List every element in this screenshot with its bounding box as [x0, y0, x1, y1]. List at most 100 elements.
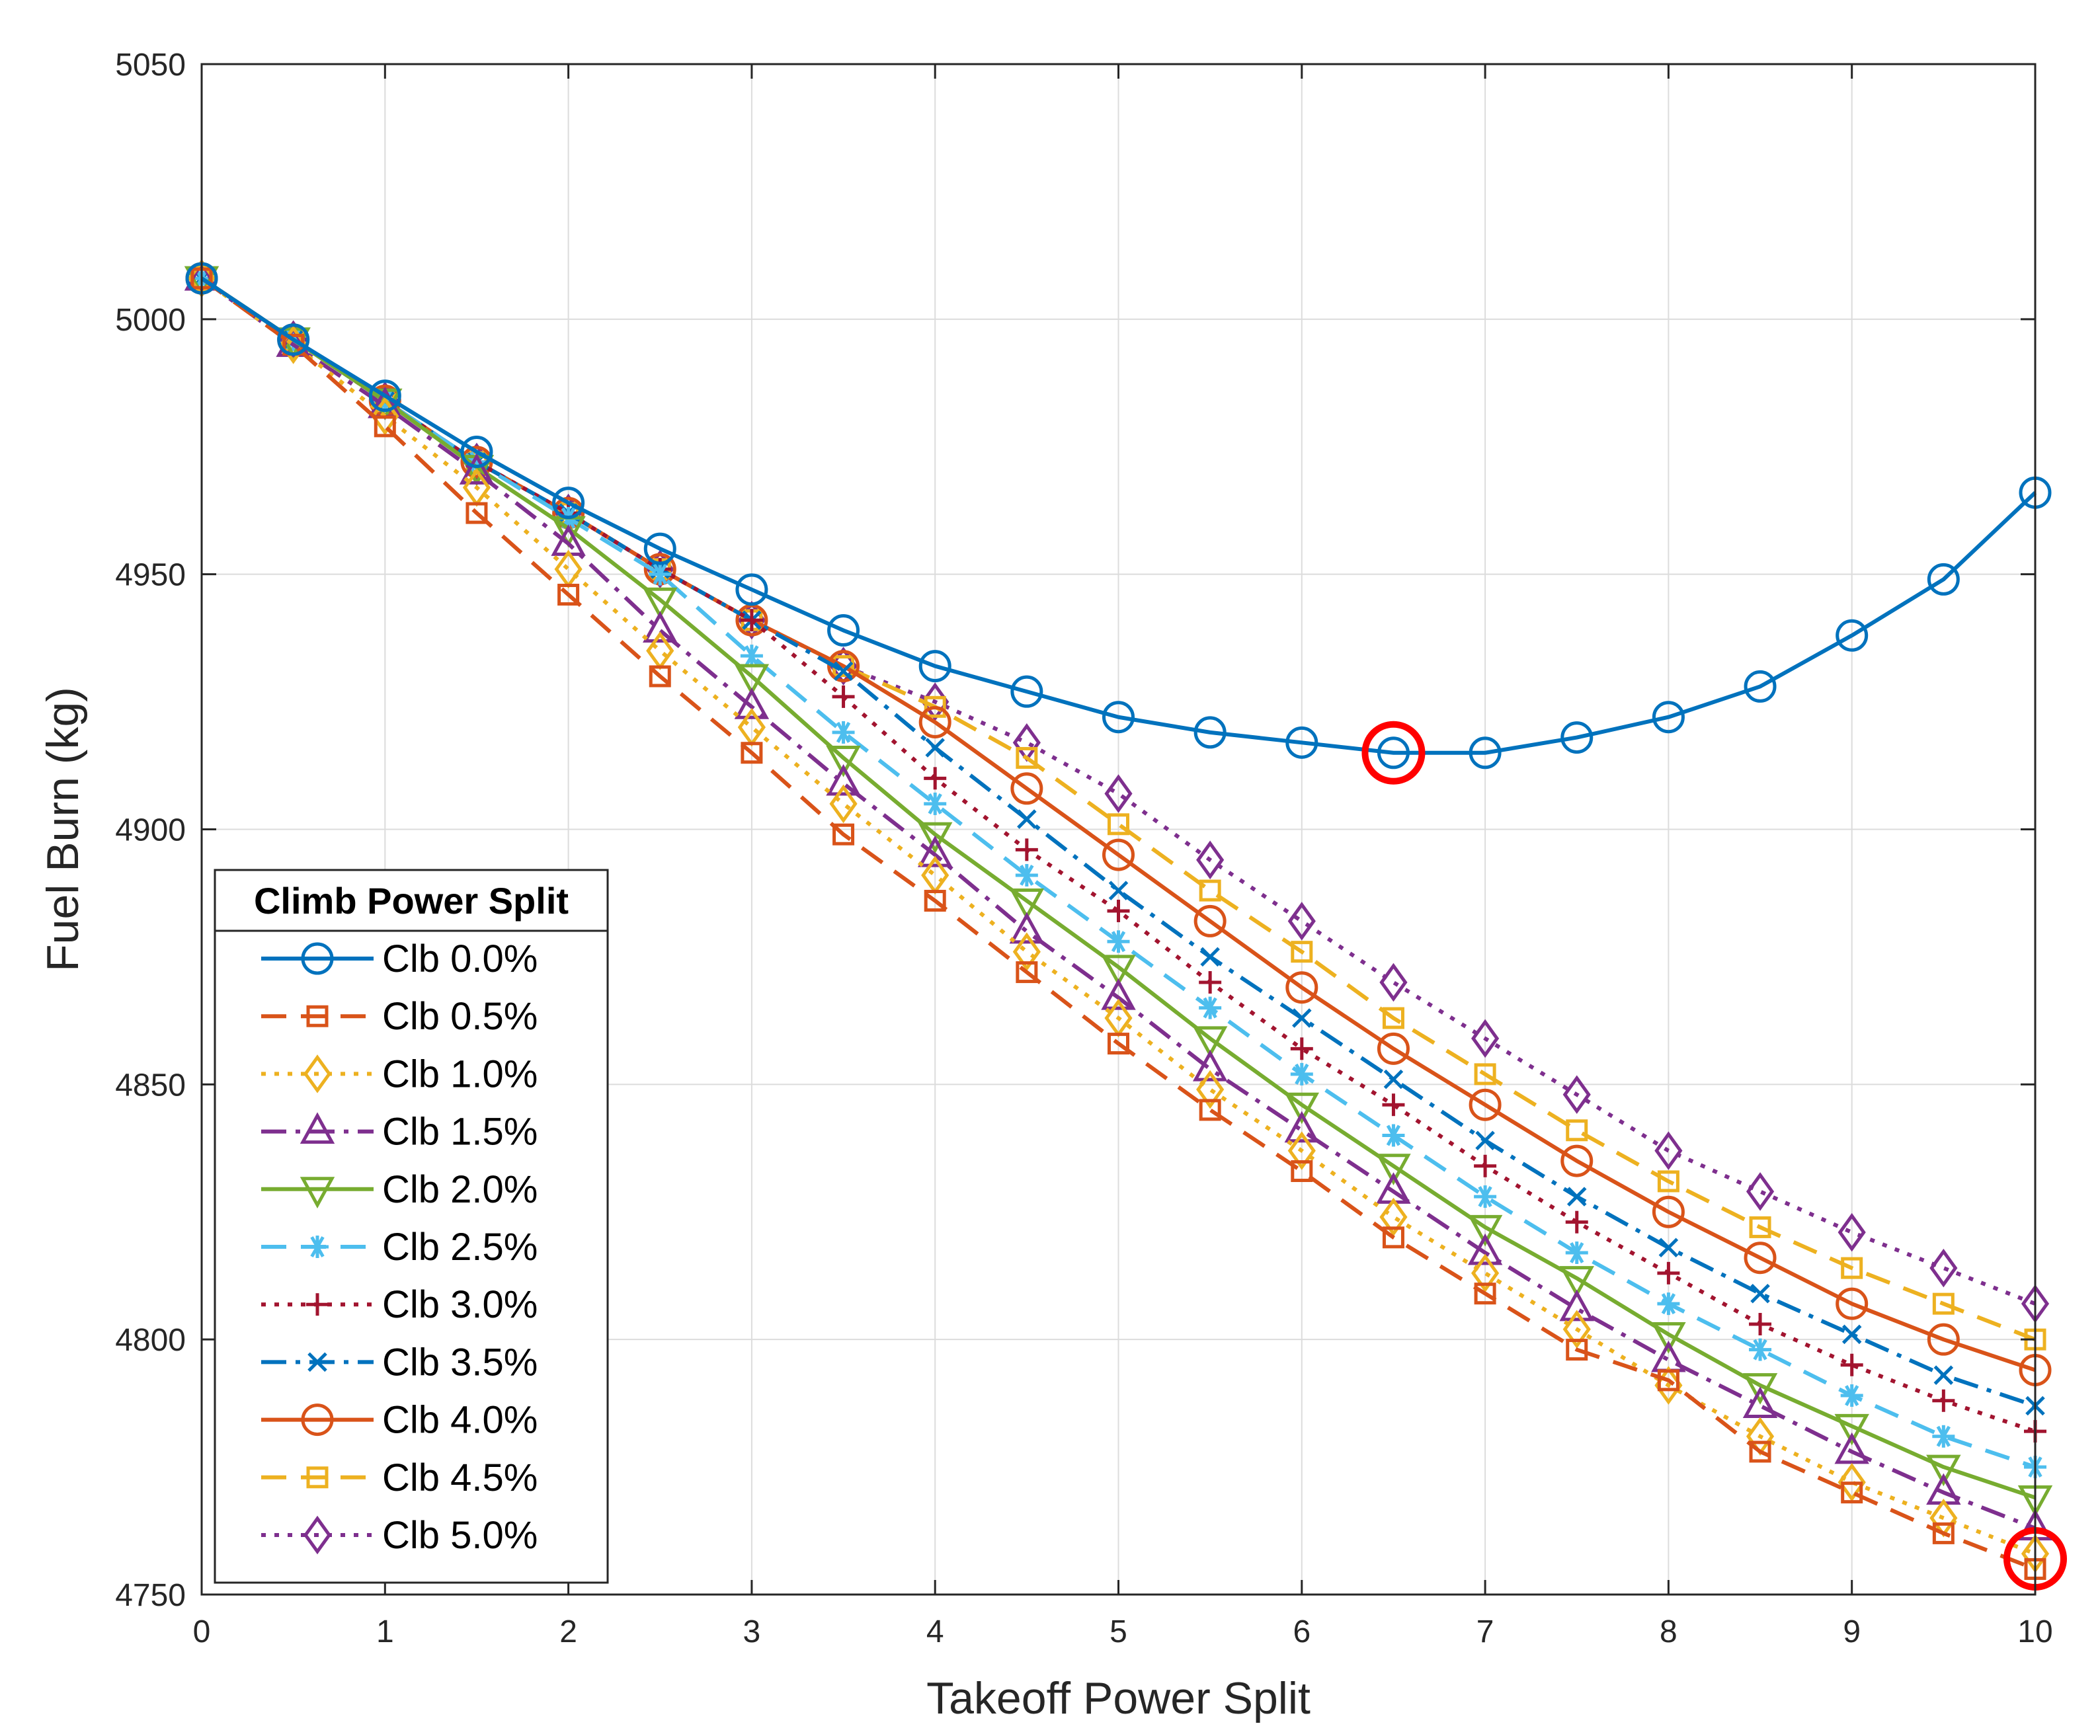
x-tick-label: 4	[926, 1614, 944, 1649]
legend-label: Clb 4.0%	[382, 1399, 538, 1442]
data-point	[734, 688, 770, 719]
legend-entry: Clb 5.0%	[261, 1514, 538, 1557]
data-point	[1474, 1185, 1497, 1208]
data-point	[1838, 1212, 1866, 1252]
legend-label: Clb 4.5%	[382, 1456, 538, 1499]
legend-title: Climb Power Split	[254, 880, 569, 922]
data-point	[1285, 971, 1318, 1004]
y-tick-label: 4950	[115, 558, 186, 593]
data-point	[918, 705, 951, 738]
data-point	[1379, 1197, 1408, 1237]
legend-label: Clb 0.5%	[382, 995, 538, 1038]
data-point	[826, 764, 861, 796]
data-point	[1383, 1069, 1404, 1089]
legend-marker	[300, 1112, 335, 1144]
legend-entry: Clb 4.5%	[261, 1456, 538, 1499]
data-point	[1196, 840, 1225, 880]
legend-marker	[307, 1352, 327, 1372]
data-point	[1376, 1154, 1411, 1185]
data-point	[1474, 1063, 1496, 1085]
data-point	[1841, 1324, 1862, 1345]
legend-label: Clb 2.5%	[382, 1226, 538, 1269]
data-point	[1285, 726, 1318, 759]
data-point	[1379, 963, 1408, 1002]
data-point	[832, 721, 855, 744]
x-axis-label: Takeoff Power Split	[926, 1673, 1311, 1723]
legend-marker	[306, 1005, 329, 1027]
data-point	[829, 784, 858, 824]
data-point	[1744, 670, 1777, 703]
legend-entry: Clb 1.5%	[261, 1111, 538, 1154]
data-point	[1840, 1384, 1863, 1407]
data-point	[1107, 930, 1130, 953]
data-point	[1192, 1049, 1228, 1082]
data-point	[1562, 1310, 1591, 1349]
data-point	[1382, 1124, 1405, 1147]
data-point	[1196, 1070, 1225, 1109]
data-point	[1287, 902, 1316, 941]
data-point	[1566, 1187, 1587, 1206]
legend-marker	[300, 1177, 335, 1208]
legend-marker	[301, 1403, 334, 1437]
x-tick-label: 5	[1110, 1614, 1127, 1649]
data-point	[1009, 888, 1045, 920]
data-point	[1015, 838, 1038, 861]
data-point	[1102, 701, 1135, 734]
data-point	[1102, 838, 1135, 871]
y-tick-label: 5050	[115, 48, 186, 83]
data-point	[1750, 1283, 1770, 1304]
data-point	[1742, 1373, 1778, 1405]
y-tick-label: 4850	[115, 1068, 186, 1103]
x-tick-label: 3	[743, 1614, 761, 1649]
legend-entry: Clb 3.0%	[261, 1283, 538, 1326]
data-point	[1193, 904, 1227, 937]
data-point	[1469, 1088, 1502, 1121]
legend: Climb Power Split Clb 0.0% Clb 0.5% Clb 1.…	[214, 869, 609, 1584]
data-point	[1290, 1037, 1313, 1060]
data-point	[1101, 955, 1136, 987]
legend-label: Clb 5.0%	[382, 1514, 538, 1557]
data-point	[1108, 1033, 1129, 1055]
data-point	[924, 792, 947, 815]
data-point	[1199, 1099, 1221, 1121]
data-point	[832, 685, 855, 708]
x-tick-label: 9	[1843, 1614, 1861, 1649]
data-point	[1010, 675, 1043, 708]
data-point	[1657, 1292, 1680, 1316]
data-point	[1926, 1454, 1961, 1487]
data-point	[925, 738, 945, 758]
data-point	[1746, 1172, 1775, 1211]
x-tick-label: 8	[1660, 1614, 1677, 1649]
data-point	[1657, 1170, 1679, 1193]
data-point	[740, 645, 763, 668]
series-line	[200, 276, 2036, 1500]
data-point	[1467, 1214, 1503, 1247]
y-tick-label: 4800	[115, 1323, 186, 1358]
x-tick-label: 1	[376, 1614, 394, 1649]
y-tick-label: 4900	[115, 813, 186, 848]
legend-label: Clb 3.0%	[382, 1283, 538, 1326]
data-point	[1200, 947, 1220, 967]
legend-label: Clb 2.0%	[382, 1168, 538, 1211]
y-axis-label: Fuel Burn (kg)	[38, 687, 88, 972]
data-point	[1560, 1144, 1594, 1177]
data-point	[1016, 746, 1038, 769]
data-point	[1012, 932, 1041, 971]
data-point	[1017, 809, 1037, 829]
data-point	[277, 323, 310, 356]
data-point	[1658, 1238, 1679, 1258]
data-point	[826, 745, 861, 777]
legend-marker	[306, 1293, 329, 1316]
data-point	[827, 650, 860, 683]
data-point	[1382, 1007, 1404, 1029]
data-point	[1651, 1322, 1686, 1354]
data-point	[1838, 1462, 1866, 1502]
data-point	[1562, 1075, 1591, 1115]
data-point	[649, 563, 672, 586]
axis-ticks: 0 1 2 3 4 5 6 7 8 9 10 4750 4800 4850 4900 4950 5000 5050	[115, 48, 2052, 1649]
data-point	[1932, 1522, 1955, 1544]
data-point	[557, 584, 580, 606]
series-line	[200, 276, 2037, 1571]
data-point	[1469, 736, 1502, 769]
